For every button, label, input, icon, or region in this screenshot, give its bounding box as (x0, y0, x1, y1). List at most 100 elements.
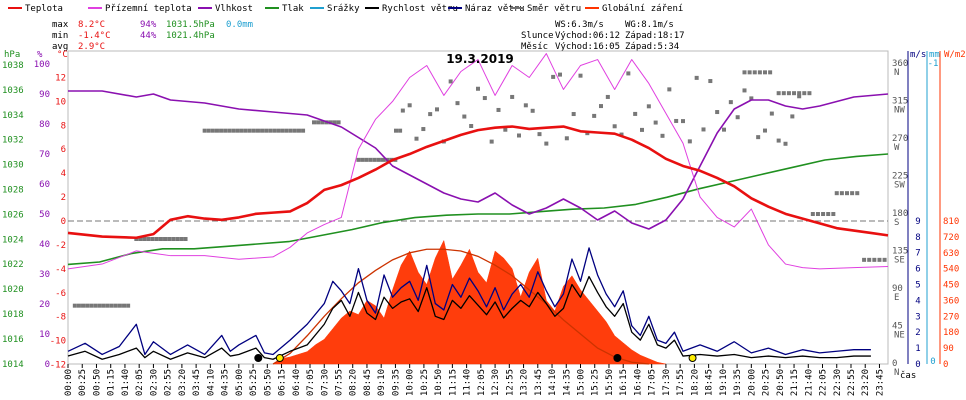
direction-point (89, 303, 94, 308)
axis-wm2-label: W/m2 (944, 50, 966, 60)
ms-tick-label: 6 (915, 265, 920, 275)
time-tick-label: 18:20 (690, 369, 700, 396)
time-tick-label: 12:05 (477, 369, 487, 396)
moonrise-marker (613, 354, 622, 362)
direction-point (368, 157, 373, 162)
time-tick-label: 00:50 (92, 369, 102, 396)
direction-point (154, 237, 159, 242)
direction-point (728, 100, 733, 105)
direction-point (175, 237, 180, 242)
time-tick-label: 02:30 (149, 369, 159, 396)
direction-point (747, 70, 752, 75)
info-moon-rise: Východ:16:05 (555, 42, 620, 52)
ms-tick-label: 3 (915, 312, 920, 322)
direction-point (109, 303, 114, 308)
direction-point (428, 112, 433, 117)
hpa-tick-label: 1038 (2, 61, 24, 71)
pct-tick-label: 30 (39, 270, 50, 280)
direction-point (163, 237, 168, 242)
sunrise-marker (275, 354, 284, 362)
direction-point (815, 212, 820, 217)
direction-point (183, 237, 188, 242)
axis-time-label: čas (900, 370, 916, 381)
direction-point (210, 128, 215, 133)
direction-point (280, 128, 285, 133)
time-tick-label: 09:35 (391, 369, 401, 396)
info-moon-set: Západ:5:34 (625, 42, 679, 52)
direction-point (435, 107, 439, 112)
ms-tick-label: 4 (915, 296, 920, 306)
direction-point (381, 157, 386, 162)
axis-mm-label: mm (929, 50, 940, 60)
ms-tick-label: 7 (915, 249, 920, 259)
legend-label: Tlak (282, 4, 304, 14)
direction-point (312, 120, 316, 125)
stat-max-label: max (52, 20, 69, 30)
time-tick-label: 01:15 (107, 369, 117, 396)
direction-point (76, 303, 81, 308)
wm2-tick-label: 720 (943, 233, 959, 243)
direction-point (585, 131, 590, 136)
celsius-tick-label: -12 (50, 361, 66, 371)
direction-point (243, 128, 248, 133)
time-tick-label: 03:20 (178, 369, 188, 396)
time-tick-label: 00:25 (78, 369, 88, 396)
pct-tick-label: 40 (39, 240, 50, 250)
direction-name-label: N (894, 368, 899, 378)
time-tick-label: 12:30 (491, 369, 501, 396)
hpa-tick-label: 1014 (2, 360, 24, 370)
direction-point (701, 127, 706, 132)
time-tick-label: 14:10 (548, 369, 558, 396)
legend-label: Globální záření (602, 4, 683, 14)
direction-point (537, 132, 542, 137)
line-rychlost-vetru (67, 275, 871, 360)
stat-min-temp: -1.4°C (78, 31, 111, 41)
direction-point (510, 94, 515, 99)
direction-degree-label: 0 (892, 359, 897, 369)
time-tick-label: 05:25 (249, 369, 259, 396)
direction-point (400, 108, 405, 113)
direction-name-label: W (894, 143, 900, 153)
direction-point (113, 303, 118, 308)
time-tick-label: 17:05 (648, 369, 658, 396)
direction-point (214, 128, 219, 133)
direction-point (845, 191, 849, 196)
time-tick-label: 20:50 (776, 369, 786, 396)
celsius-tick-label: 6 (61, 145, 66, 155)
stat-avg-temp: 2.9°C (78, 42, 105, 52)
direction-point (742, 70, 747, 75)
direction-point (742, 88, 747, 93)
time-tick-label: 22:55 (847, 369, 857, 396)
direction-degree-label: 360 (892, 59, 908, 69)
time-tick-label: 22:05 (819, 369, 829, 396)
direction-point (158, 237, 163, 242)
direction-point (810, 212, 815, 217)
direction-name-label: S (894, 218, 899, 228)
direction-point (592, 113, 597, 118)
direction-point (364, 157, 369, 162)
mm-tick-label: 0 (930, 357, 935, 367)
direction-point (786, 91, 791, 96)
direction-point (227, 128, 232, 133)
direction-point (276, 128, 281, 133)
direction-point (877, 257, 882, 262)
info-sun-label: Slunce (521, 31, 554, 41)
direction-point (251, 128, 256, 133)
direction-point (694, 75, 699, 80)
direction-point (674, 118, 679, 123)
direction-point (414, 136, 419, 141)
direction-point (142, 237, 147, 242)
time-tick-label: 03:45 (192, 369, 202, 396)
direction-degree-label: 180 (892, 209, 908, 219)
stat-avg-label: avg (52, 42, 68, 52)
legend-item-prizemni-teplota: Přízemní teplota (88, 4, 192, 14)
direction-point (231, 128, 236, 133)
hpa-tick-label: 1034 (2, 111, 24, 121)
direction-point (356, 157, 361, 162)
time-tick-label: 04:35 (221, 369, 231, 396)
info-ws: WS:6.3m/s (555, 20, 604, 30)
direction-point (776, 138, 781, 143)
direction-point (646, 104, 651, 109)
celsius-tick-label: -2 (55, 241, 66, 251)
